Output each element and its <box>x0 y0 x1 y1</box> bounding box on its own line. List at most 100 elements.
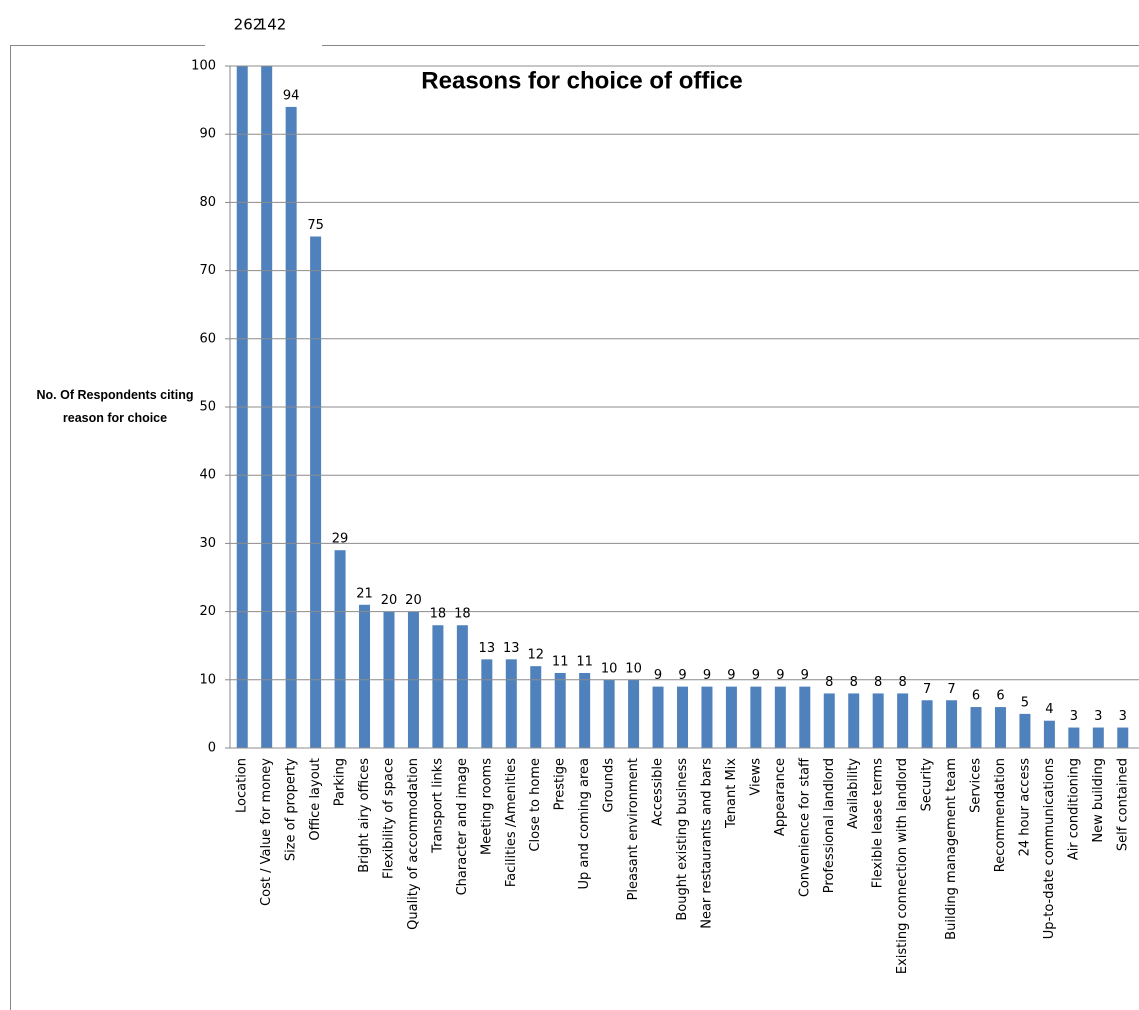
x-tick-label: Up and coming area <box>577 758 592 889</box>
bar <box>1068 727 1080 748</box>
x-tick-label: Pleasant environment <box>626 758 641 900</box>
x-tick-label: 24 hour access <box>1017 758 1032 857</box>
data-label: 9 <box>703 668 711 683</box>
chart-title: Reasons for choice of office <box>421 67 742 94</box>
data-label: 11 <box>552 654 569 669</box>
bar <box>970 707 982 748</box>
y-tick-label: 70 <box>199 263 216 278</box>
x-tick-label: Close to home <box>528 758 543 852</box>
bar <box>677 686 688 748</box>
bar <box>652 686 664 748</box>
bar <box>505 659 517 748</box>
data-label: 20 <box>381 593 398 608</box>
data-label: 5 <box>1021 695 1029 710</box>
data-label: 6 <box>996 689 1004 704</box>
x-tick-label: Building management team <box>944 758 959 940</box>
x-tick-label: Bought existing business <box>675 758 690 921</box>
data-label: 7 <box>923 682 931 697</box>
data-label: 75 <box>307 218 324 233</box>
data-label: 3 <box>1119 709 1127 724</box>
y-tick-label: 90 <box>199 127 216 142</box>
data-label: 3 <box>1070 709 1078 724</box>
data-label: 8 <box>898 675 906 690</box>
data-label: 94 <box>283 88 300 103</box>
data-label: 8 <box>825 675 833 690</box>
bar <box>872 693 884 748</box>
y-tick-label: 80 <box>199 195 216 210</box>
y-tick-label: 20 <box>199 604 216 619</box>
data-label: 142 <box>258 16 287 34</box>
data-label: 13 <box>479 641 496 656</box>
bar <box>848 693 860 748</box>
bar <box>334 550 346 748</box>
bar <box>285 106 297 749</box>
data-label: 9 <box>678 668 686 683</box>
x-tick-label: Meeting rooms <box>479 758 494 855</box>
x-tick-label: Security <box>920 758 935 812</box>
x-tick-label: Near restaurants and bars <box>699 758 714 929</box>
data-label: 29 <box>332 532 349 547</box>
plot-area <box>236 66 1129 749</box>
bar <box>946 700 958 748</box>
data-label: 9 <box>752 668 760 683</box>
bar <box>994 707 1006 748</box>
x-tick-label: Views <box>748 758 763 796</box>
bar <box>432 625 444 748</box>
x-tick-label: Facilities /Amenities <box>504 758 519 887</box>
x-tick-label: Location <box>235 758 250 813</box>
x-tick-label: Up-to-date communications <box>1042 758 1057 939</box>
x-tick-label: Character and image <box>455 758 470 895</box>
data-label: 3 <box>1094 709 1102 724</box>
bar <box>530 666 542 748</box>
data-label: 18 <box>430 607 447 622</box>
x-tick-label: Professional landlord <box>822 758 837 893</box>
x-tick-label: Air conditioning <box>1066 758 1081 860</box>
data-label: 11 <box>576 654 593 669</box>
y-tick-label: 40 <box>199 468 216 483</box>
bar <box>701 686 713 748</box>
data-label: 12 <box>527 648 544 663</box>
bar <box>750 686 762 748</box>
bar <box>774 686 786 748</box>
data-label: 9 <box>727 668 735 683</box>
x-tick-label: Flexible lease terms <box>871 758 886 889</box>
x-tick-label: New building <box>1091 758 1106 843</box>
x-tick-label: Bright airy offices <box>357 758 372 873</box>
data-label: 18 <box>454 607 471 622</box>
y-tick-label: 50 <box>199 400 216 415</box>
y-axis-label: No. Of Respondents citing reason for cho… <box>36 388 194 425</box>
bar <box>579 672 591 748</box>
x-tick-label: Availability <box>846 758 861 829</box>
x-tick-label: Quality of accommodation <box>406 758 421 930</box>
bar <box>554 672 566 748</box>
bar <box>799 686 811 748</box>
x-tick-label: Prestige <box>553 758 568 810</box>
chart-border <box>10 45 1139 1010</box>
x-tick-label: Services <box>969 758 984 813</box>
x-tick-label: Self contained <box>1115 758 1130 851</box>
bar <box>481 659 493 748</box>
bar <box>310 236 322 748</box>
bar <box>359 604 371 748</box>
bar <box>1117 727 1129 748</box>
y-tick-label: 30 <box>199 536 216 551</box>
bar <box>261 66 273 748</box>
bar <box>823 693 835 748</box>
data-label: 262 <box>234 16 263 34</box>
data-label: 13 <box>503 641 520 656</box>
data-label: 9 <box>776 668 784 683</box>
bar <box>921 700 933 748</box>
label-backdrop <box>205 38 322 52</box>
data-label: 21 <box>356 586 373 601</box>
data-label: 20 <box>405 593 422 608</box>
data-label: 9 <box>801 668 809 683</box>
x-tick-label: Office layout <box>308 758 323 841</box>
data-label: 8 <box>874 675 882 690</box>
x-tick-label: Accessible <box>651 758 666 826</box>
data-label: 6 <box>972 689 980 704</box>
x-tick-label: Recommendation <box>993 758 1008 872</box>
x-tick-label: Parking <box>333 758 348 806</box>
bar <box>725 686 737 748</box>
y-tick-label: 100 <box>191 59 216 74</box>
